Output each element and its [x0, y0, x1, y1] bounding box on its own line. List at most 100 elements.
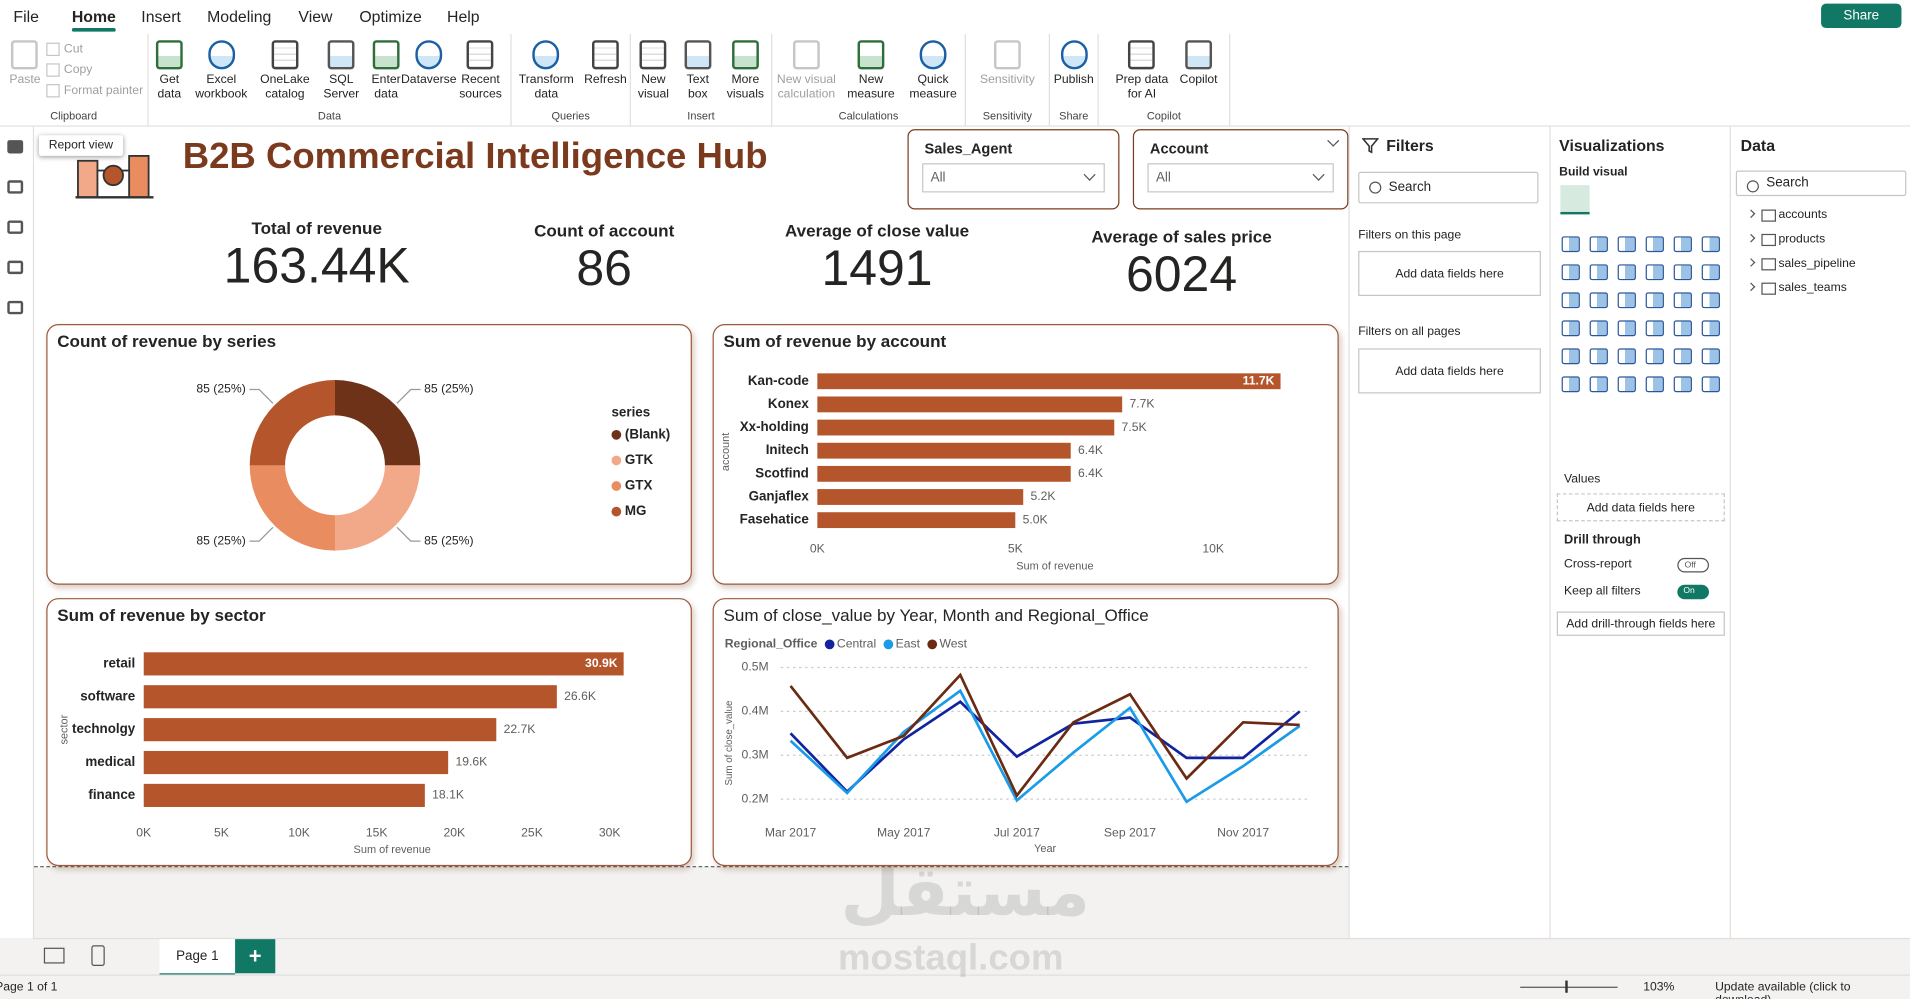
build-visual-tab[interactable] [1560, 185, 1590, 215]
visual-type-icon[interactable] [1617, 236, 1636, 253]
drop-zone[interactable]: Add data fields here [1358, 250, 1541, 297]
visual-type-icon[interactable] [1673, 292, 1692, 309]
visual-type-icon[interactable] [1561, 292, 1580, 309]
ribbon-button[interactable]: Enter data [365, 40, 406, 102]
ribbon-button[interactable]: Excel workbook [191, 40, 251, 102]
visual-type-icon[interactable] [1673, 236, 1692, 253]
tmdl-view-icon[interactable] [7, 300, 24, 315]
page-tab[interactable]: Page 1 [159, 939, 236, 977]
phone-icon[interactable] [91, 945, 105, 966]
visual-type-icon[interactable] [1589, 292, 1608, 309]
drop-zone[interactable]: Add drill-through fields here [1556, 611, 1725, 636]
table-name[interactable]: sales_pipeline [1778, 257, 1856, 271]
visual-type-icon[interactable] [1561, 376, 1580, 393]
slicer-dropdown[interactable]: All [1147, 163, 1334, 193]
ribbon-button[interactable]: Copilot [1177, 40, 1220, 102]
visual-type-icon[interactable] [1645, 320, 1664, 337]
table-expander[interactable] [1746, 233, 1756, 243]
report-view-icon[interactable] [7, 140, 24, 154]
visual-type-icon[interactable] [1589, 376, 1608, 393]
dax-view-icon[interactable] [7, 260, 24, 275]
table-name[interactable]: accounts [1778, 208, 1828, 222]
visual-type-icon[interactable] [1589, 264, 1608, 281]
menu-tab[interactable]: Help [447, 7, 480, 26]
visual-type-icon[interactable] [1617, 376, 1636, 393]
visual-type-icon[interactable] [1617, 320, 1636, 337]
ribbon-button[interactable]: New measure [842, 40, 900, 102]
zoom-thumb[interactable] [1565, 980, 1568, 993]
menu-tab[interactable]: Insert [141, 7, 181, 26]
ribbon-button[interactable]: Transform data [512, 40, 580, 102]
visual-type-icon[interactable] [1589, 348, 1608, 365]
ribbon-button[interactable]: SQL Server [318, 40, 364, 102]
model-view-icon[interactable] [7, 220, 24, 234]
small-button[interactable]: Cut [46, 42, 143, 57]
ribbon-button[interactable]: Dataverse [401, 40, 457, 102]
visual-type-icon[interactable] [1617, 264, 1636, 281]
table-view-icon[interactable] [7, 180, 24, 194]
visual-type-icon[interactable] [1561, 236, 1580, 253]
ribbon-button[interactable]: New visual [631, 40, 676, 102]
menu-tab[interactable]: Optimize [359, 7, 422, 26]
ribbon-button[interactable]: Text box [677, 40, 718, 102]
slicer[interactable]: Sales_Agent All [907, 129, 1120, 210]
visual-type-icon[interactable] [1645, 292, 1664, 309]
ribbon-button[interactable]: Get data [149, 40, 190, 102]
visual-type-icon[interactable] [1645, 376, 1664, 393]
visual-type-icon[interactable] [1701, 348, 1720, 365]
ribbon-button[interactable]: Paste [4, 40, 45, 97]
ribbon-button[interactable]: Recent sources [451, 40, 511, 102]
table-expander[interactable] [1746, 258, 1756, 267]
small-button[interactable]: Format painter [46, 84, 143, 98]
small-button[interactable]: Copy [46, 63, 143, 77]
visual-type-icon[interactable] [1701, 236, 1720, 253]
visual-type-icon[interactable] [1701, 320, 1720, 337]
add-page-button[interactable]: + [235, 939, 276, 974]
slicer-dropdown[interactable]: All [922, 163, 1105, 193]
visual-type-icon[interactable] [1561, 320, 1580, 337]
table-name[interactable]: products [1778, 232, 1826, 247]
toggle[interactable]: On [1677, 584, 1710, 600]
menu-tab[interactable]: File [13, 7, 39, 26]
table-name[interactable]: sales_teams [1778, 281, 1847, 295]
ribbon-button[interactable]: More visuals [720, 40, 771, 102]
visual-type-icon[interactable] [1589, 320, 1608, 337]
visual-type-icon[interactable] [1645, 264, 1664, 281]
ribbon-button[interactable]: Quick measure [901, 40, 964, 102]
visual-type-icon[interactable] [1589, 236, 1608, 253]
visual-type-icon[interactable] [1617, 348, 1636, 365]
ribbon-button[interactable]: Publish [1051, 40, 1096, 88]
visual-type-icon[interactable] [1561, 264, 1580, 281]
update-notice[interactable]: Update available (click to download) [1715, 980, 1851, 999]
ribbon-button[interactable]: Prep data for AI [1108, 40, 1176, 102]
menu-tab[interactable]: Modeling [207, 7, 272, 26]
ribbon-button[interactable]: New visual calculation [772, 40, 840, 102]
visual-type-icon[interactable] [1673, 264, 1692, 281]
menu-tab[interactable]: View [298, 7, 333, 26]
visual-type-icon[interactable] [1673, 320, 1692, 337]
drop-zone[interactable]: Add data fields here [1556, 493, 1725, 522]
visual-type-icon[interactable] [1701, 292, 1720, 309]
visual-type-icon[interactable] [1561, 348, 1580, 365]
visual-type-icon[interactable] [1617, 292, 1636, 309]
visual-type-icon[interactable] [1701, 376, 1720, 393]
search-box[interactable]: Search [1358, 171, 1539, 204]
table-expander[interactable] [1746, 209, 1756, 219]
slicer[interactable]: Account All [1132, 129, 1349, 210]
drop-zone[interactable]: Add data fields here [1358, 348, 1541, 394]
ribbon-button[interactable]: OneLake catalog [253, 40, 318, 102]
ribbon-button[interactable]: Sensitivity [978, 40, 1038, 88]
table-expander[interactable] [1746, 282, 1756, 292]
visual-type-icon[interactable] [1645, 348, 1664, 365]
menu-tab[interactable]: Home [71, 7, 117, 32]
toggle[interactable]: Off [1677, 557, 1710, 573]
visual-type-icon[interactable] [1673, 376, 1692, 393]
share-button[interactable]: Share [1821, 3, 1902, 29]
visual-type-icon[interactable] [1645, 236, 1664, 253]
visual-type-icon[interactable] [1701, 264, 1720, 281]
desktop-icon[interactable] [43, 947, 65, 964]
ribbon-button[interactable]: Refresh [582, 40, 630, 102]
zoom-slider[interactable] [1520, 986, 1618, 988]
search-box[interactable]: Search [1735, 170, 1907, 197]
visual-type-icon[interactable] [1673, 348, 1692, 365]
